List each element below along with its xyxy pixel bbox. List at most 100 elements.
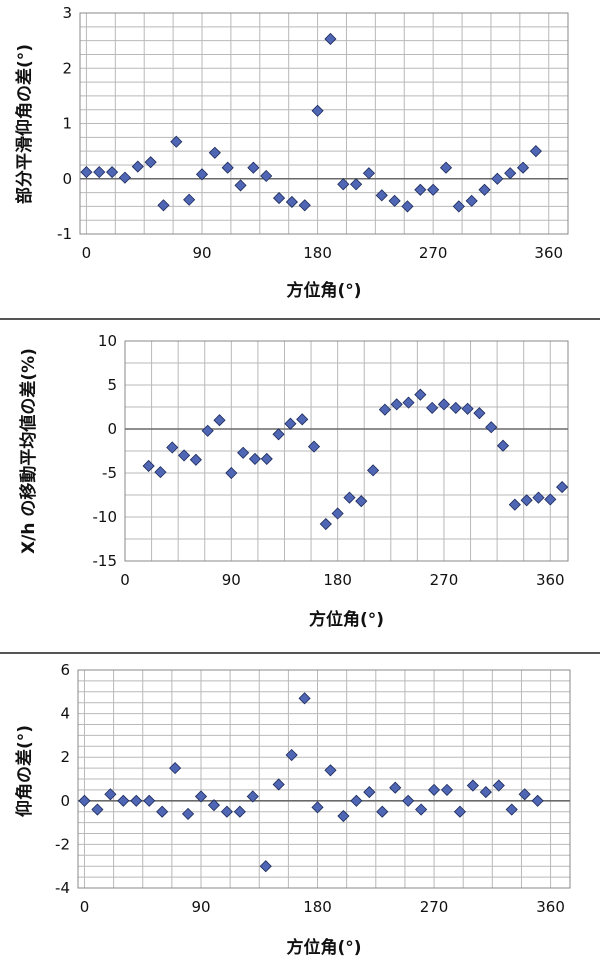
data-point — [331, 507, 344, 520]
grid — [124, 340, 568, 562]
y-tick-label: 2 — [60, 748, 70, 766]
data-point — [532, 491, 545, 504]
data-point — [491, 172, 504, 185]
data-point — [311, 801, 324, 814]
data-point — [260, 169, 273, 183]
data-point — [91, 803, 104, 816]
data-point — [479, 786, 492, 799]
data-point — [248, 452, 262, 465]
data-point — [492, 779, 505, 792]
data-point — [201, 424, 214, 437]
data-point — [496, 439, 510, 452]
data-point — [465, 194, 478, 207]
data-point — [440, 783, 454, 796]
grid — [78, 669, 570, 889]
scatter-chart-2: -15 -10 -5 0 5 10 0 90 180 270 360 方位角(°) X/h の移動平均値… — [18, 332, 569, 630]
data-point — [362, 167, 376, 180]
data-point — [473, 407, 486, 420]
data-point — [259, 860, 272, 873]
data-points — [78, 692, 544, 873]
x-tick-label: 90 — [191, 898, 210, 916]
data-point — [367, 464, 380, 477]
data-point — [284, 417, 297, 430]
data-point — [118, 171, 132, 184]
y-tick-label: 4 — [60, 705, 70, 723]
data-point — [80, 166, 93, 179]
data-points — [142, 388, 569, 531]
data-point — [350, 178, 363, 191]
data-point — [324, 764, 337, 777]
x-tick-label: 0 — [82, 244, 92, 262]
y-tick-label: 6 — [60, 661, 70, 679]
x-tick-label: 0 — [120, 571, 130, 589]
data-point — [453, 805, 467, 818]
data-point — [285, 195, 298, 209]
data-point — [183, 193, 196, 206]
data-point — [181, 807, 195, 820]
x-tick-label: 90 — [222, 571, 241, 589]
data-point — [520, 494, 533, 507]
data-point — [130, 794, 143, 807]
data-point — [415, 803, 428, 816]
data-point — [93, 166, 106, 179]
data-point — [363, 786, 376, 799]
y-tick-label: 10 — [98, 332, 117, 350]
data-point — [437, 398, 451, 411]
data-point — [207, 799, 221, 812]
data-point — [169, 762, 182, 775]
y-tick-label: 2 — [62, 59, 72, 77]
scatter-chart-1: -1 0 1 2 3 0 90 180 270 360 方位角(°) 部分平滑仰角の差(°) — [14, 4, 569, 301]
data-point — [531, 794, 544, 807]
data-point — [439, 161, 453, 174]
data-point — [427, 783, 441, 796]
data-point — [104, 788, 117, 801]
y-tick-label: 0 — [107, 420, 117, 438]
x-axis-title: 方位角(°) — [286, 280, 361, 301]
x-tick-label: 180 — [303, 244, 332, 262]
x-tick-label: 360 — [536, 571, 565, 589]
x-tick-label: 0 — [80, 898, 90, 916]
x-tick-label: 270 — [419, 244, 448, 262]
data-point — [556, 481, 569, 494]
plot-frame — [77, 669, 571, 889]
y-tick-label: -5 — [102, 464, 117, 482]
data-point — [156, 805, 169, 818]
data-point — [296, 413, 309, 426]
x-tick-label: 270 — [430, 571, 459, 589]
data-point — [319, 517, 332, 531]
y-tick-label: -1 — [57, 225, 72, 243]
data-point — [298, 199, 311, 212]
data-point — [221, 161, 234, 174]
data-point — [157, 199, 170, 212]
y-axis-title: 部分平滑仰角の差(°) — [14, 44, 35, 204]
x-axis-title: 方位角(°) — [309, 609, 384, 630]
data-point — [247, 161, 260, 174]
data-point — [194, 790, 208, 803]
plot-frame — [124, 340, 569, 562]
y-axis-title: X/h の移動平均値の差(%) — [18, 348, 39, 554]
data-point — [213, 414, 226, 427]
data-point — [142, 459, 155, 473]
data-point — [144, 156, 157, 169]
data-point — [343, 491, 356, 504]
data-point — [449, 401, 462, 414]
y-tick-label: -4 — [55, 879, 70, 897]
x-tick-label: 360 — [534, 244, 563, 262]
x-tick-label: 180 — [323, 571, 352, 589]
data-point — [246, 790, 259, 803]
data-point — [272, 192, 286, 205]
y-axis-title: 仰角の差(°) — [14, 725, 35, 817]
data-point — [390, 398, 403, 411]
x-tick-label: 270 — [420, 898, 449, 916]
panel-divider — [0, 652, 600, 654]
data-point — [389, 781, 402, 794]
data-point — [117, 794, 130, 807]
grid — [80, 12, 568, 235]
scatter-chart-3: -4 -2 0 2 4 6 0 90 180 270 360 方位角(°) 仰角の差(°) — [14, 661, 571, 958]
data-point — [461, 402, 474, 415]
data-point — [154, 466, 167, 479]
x-tick-label: 180 — [303, 898, 332, 916]
data-point — [388, 194, 401, 207]
data-point — [376, 805, 389, 818]
panel-divider — [0, 318, 600, 320]
